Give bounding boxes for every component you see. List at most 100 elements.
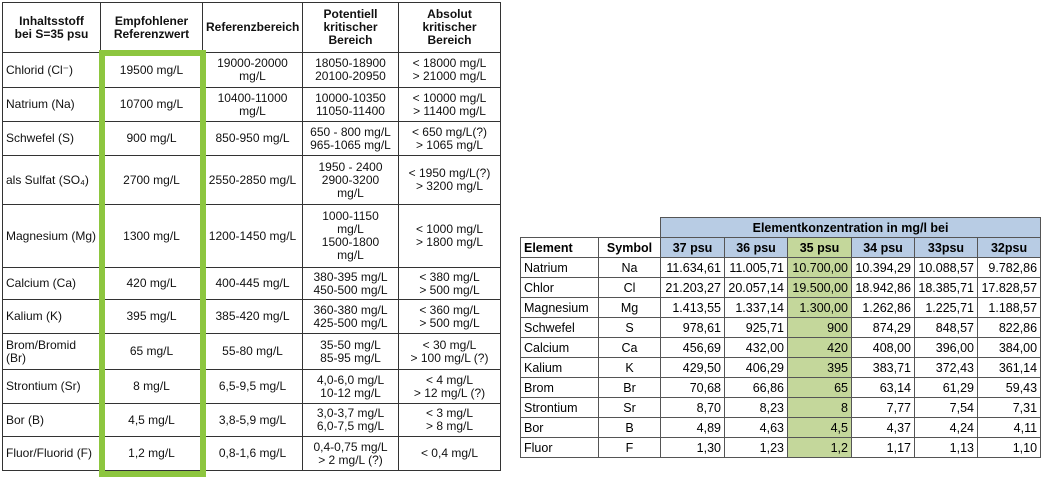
table-cell: 1,2 mg/L — [100, 436, 203, 471]
table-cell: 19.500,00 — [787, 277, 852, 298]
header-row: Element Symbol 37 psu 36 psu 35 psu 34 psu 33p… — [520, 237, 1042, 258]
table-row: Calcium (Ca) 420 mg/L 400-445 mg/L 380-395 … — [2, 267, 501, 300]
table-cell: 35-50 mg/L 85-95 mg/L — [302, 333, 399, 370]
table-row: Magnesium (Mg) 1300 mg/L 1200-1450 mg/L 100… — [2, 204, 501, 268]
table-cell: 380-395 mg/L 450-500 mg/L — [302, 267, 399, 300]
table-cell: Magnesium — [520, 297, 599, 318]
table-cell: Br — [598, 377, 661, 398]
table-cell: 63,14 — [851, 377, 915, 398]
header-cell: Potentiell kritischer Bereich — [302, 2, 399, 53]
table-cell: Calcium (Ca) — [2, 267, 101, 300]
table-cell: 1.188,57 — [976, 297, 1042, 318]
table-cell: 978,61 — [660, 317, 725, 338]
table-cell: 1,30 — [660, 437, 725, 458]
table-cell: 1000-1150 mg/L 1500-1800 mg/L — [302, 204, 399, 268]
table-cell: 55-80 mg/L — [202, 333, 303, 370]
table-cell: < 650 mg/L(?) > 1065 mg/L — [398, 121, 501, 156]
table-cell: 11.005,71 — [724, 257, 788, 278]
table-cell: 61,29 — [914, 377, 978, 398]
table-cell: 6,5-9,5 mg/L — [202, 369, 303, 404]
table-cell: 65 — [787, 377, 852, 398]
table-cell: 20.057,14 — [724, 277, 788, 298]
concentration-table: Elementkonzentration in mg/l bei Element S… — [520, 217, 1042, 458]
table-row: Strontium (Sr) 8 mg/L 6,5-9,5 mg/L 4,0-6,0 … — [2, 369, 501, 404]
table-cell: Natrium — [520, 257, 599, 278]
table-cell: 361,14 — [976, 357, 1042, 378]
table-row: Bor B 4,89 4,63 4,5 4,37 4,24 4,11 — [520, 417, 1042, 438]
table-cell: 385-420 mg/L — [202, 299, 303, 334]
table-cell: F — [598, 437, 661, 458]
table-row: Brom/Bromid (Br) 65 mg/L 55-80 mg/L 35-50 m… — [2, 333, 501, 370]
table-cell: B — [598, 417, 661, 438]
table-cell: Mg — [598, 297, 661, 318]
table-cell: 1,13 — [914, 437, 978, 458]
table-cell: 420 — [787, 337, 852, 358]
table-cell: 1,17 — [851, 437, 915, 458]
table-cell: Schwefel (S) — [2, 121, 101, 156]
table-cell: 8 mg/L — [100, 369, 203, 404]
table-cell: 1950 - 2400 2900-3200 mg/L — [302, 155, 399, 205]
table-cell: Brom/Bromid (Br) — [2, 333, 101, 370]
header-cell: Element — [520, 237, 599, 258]
table-cell: S — [598, 317, 661, 338]
table-cell: < 360 mg/L > 500 mg/L — [398, 299, 501, 334]
table-cell: Sr — [598, 397, 661, 418]
header-cell: 32psu — [976, 237, 1042, 258]
header-cell: 36 psu — [724, 237, 788, 258]
table-cell: 10700 mg/L — [100, 87, 203, 122]
table-cell: 65 mg/L — [100, 333, 203, 370]
table-cell: 18050-18900 20100-20950 — [302, 52, 399, 88]
table-cell: 1,23 — [724, 437, 788, 458]
table-cell: Fluor/Fluorid (F) — [2, 436, 101, 471]
table-cell: Brom — [520, 377, 599, 398]
table-cell: 456,69 — [660, 337, 725, 358]
table-cell: 10400-11000 mg/L — [202, 87, 303, 122]
table-cell: 10.394,29 — [851, 257, 915, 278]
table-row: Bor (B) 4,5 mg/L 3,8-5,9 mg/L 3,0-3,7 mg/L … — [2, 403, 501, 437]
table-cell: 4,63 — [724, 417, 788, 438]
header-cell: 33psu — [914, 237, 978, 258]
table-cell: 10.700,00 — [787, 257, 852, 278]
table-cell: Magnesium (Mg) — [2, 204, 101, 268]
table-cell: 2700 mg/L — [100, 155, 203, 205]
table-cell: < 30 mg/L > 100 mg/L (?) — [398, 333, 501, 370]
table-cell: Strontium — [520, 397, 599, 418]
table-cell: Fluor — [520, 437, 599, 458]
table-cell: < 18000 mg/L > 21000 mg/L — [398, 52, 501, 88]
highlight-frame — [99, 50, 206, 477]
table-cell: 429,50 — [660, 357, 725, 378]
table-cell: 4,11 — [976, 417, 1042, 438]
table-cell: 7,31 — [976, 397, 1042, 418]
table-row: als Sulfat (SO₄) 2700 mg/L 2550-2850 mg/L 1… — [2, 155, 501, 205]
table-cell: 17.828,57 — [976, 277, 1042, 298]
table-cell: 900 — [787, 317, 852, 338]
table-row: Schwefel (S) 900 mg/L 850-950 mg/L 650 - 80… — [2, 121, 501, 156]
table-cell: 19000-20000 mg/L — [202, 52, 303, 88]
header-cell: Empfohlener Referenzwert — [100, 2, 203, 53]
table-row: Kalium (K) 395 mg/L 385-420 mg/L 360-380 mg… — [2, 299, 501, 334]
table-cell: 925,71 — [724, 317, 788, 338]
table-cell: < 10000 mg/L > 11400 mg/L — [398, 87, 501, 122]
table-cell: Na — [598, 257, 661, 278]
header-cell: 35 psu — [787, 237, 852, 258]
table-cell: 18.385,71 — [914, 277, 978, 298]
table-cell: 70,68 — [660, 377, 725, 398]
table-cell: 3,8-5,9 mg/L — [202, 403, 303, 437]
table-cell: Chlorid (Cl⁻) — [2, 52, 101, 88]
table-cell: 1,2 — [787, 437, 852, 458]
table-row: Chlor Cl 21.203,27 20.057,14 19.500,00 18.942… — [520, 277, 1042, 298]
table-cell: Bor (B) — [2, 403, 101, 437]
table-cell: Natrium (Na) — [2, 87, 101, 122]
table-title: Elementkonzentration in mg/l bei — [659, 217, 1042, 238]
table-cell: 874,29 — [851, 317, 915, 338]
table-cell: 1,10 — [976, 437, 1042, 458]
table-cell: 396,00 — [914, 337, 978, 358]
table-cell: 4,89 — [660, 417, 725, 438]
table-cell: 1.337,14 — [724, 297, 788, 318]
table-cell: 406,29 — [724, 357, 788, 378]
table-cell: 9.782,86 — [976, 257, 1042, 278]
table-row: Natrium Na 11.634,61 11.005,71 10.700,00 10.3… — [520, 257, 1042, 278]
table-cell: 4,5 — [787, 417, 852, 438]
table-cell: 1.225,71 — [914, 297, 978, 318]
